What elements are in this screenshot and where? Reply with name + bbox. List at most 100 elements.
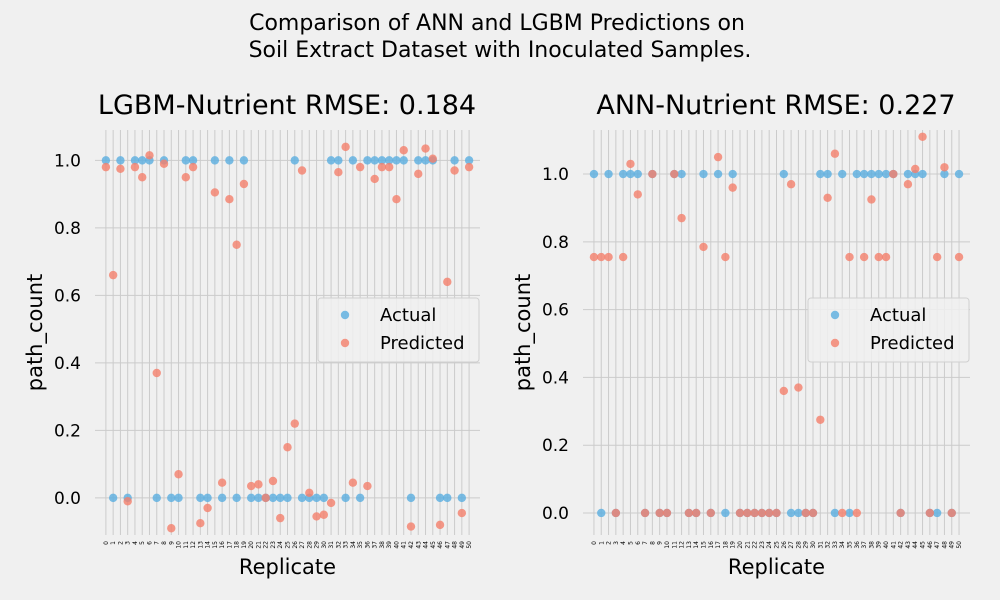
x-tick-label: 8 xyxy=(161,541,168,545)
actual-point xyxy=(196,493,205,503)
predicted-point xyxy=(370,174,379,184)
x-tick-label: 34 xyxy=(839,541,846,549)
predicted-point xyxy=(123,497,132,506)
actual-point xyxy=(830,508,840,518)
x-tick-label: 19 xyxy=(730,541,737,549)
predicted-point xyxy=(225,194,234,204)
predicted-point xyxy=(312,512,321,521)
predicted-point xyxy=(838,508,847,518)
actual-point xyxy=(597,508,606,518)
predicted-point xyxy=(611,508,621,518)
x-tick-label: 32 xyxy=(335,541,342,549)
predicted-point xyxy=(903,180,913,189)
predicted-point xyxy=(852,508,862,518)
x-tick-label: 50 xyxy=(956,541,963,549)
predicted-point xyxy=(589,252,599,262)
actual-point xyxy=(297,493,307,503)
x-tick-label: 36 xyxy=(364,541,371,549)
actual-point xyxy=(268,493,278,503)
predicted-point xyxy=(713,152,723,162)
x-tick-label: 50 xyxy=(466,541,473,549)
predicted-point xyxy=(392,194,401,204)
predicted-point xyxy=(377,162,387,172)
actual-point xyxy=(181,156,191,165)
actual-point xyxy=(276,493,285,503)
x-tick-label: 0 xyxy=(591,541,598,545)
predicted-point xyxy=(246,481,256,491)
predicted-point xyxy=(181,173,191,182)
x-tick-label: 28 xyxy=(306,541,313,549)
predicted-point xyxy=(728,183,737,192)
x-tick-label: 5 xyxy=(139,541,146,545)
y-tick-label: 0.8 xyxy=(542,233,569,253)
panel-title: ANN-Nutrient RMSE: 0.227 xyxy=(596,90,955,121)
predicted-point xyxy=(750,508,759,518)
ann-panel: ANN-Nutrient RMSE: 0.227 0.0 0.2 0.4 0.6 0.8 1… xyxy=(511,90,970,579)
x-tick-label: 46 xyxy=(437,541,444,549)
x-tick-label: 7 xyxy=(642,541,649,545)
actual-point xyxy=(283,493,292,503)
actual-point xyxy=(232,493,241,503)
predicted-point xyxy=(414,169,423,179)
x-tick-label: 20 xyxy=(248,541,255,549)
predicted-point xyxy=(940,163,949,172)
predicted-point xyxy=(823,193,832,202)
x-tick-label: 5 xyxy=(627,541,634,545)
x-tick-label: 27 xyxy=(788,541,795,549)
x-tick-label: 11 xyxy=(183,541,190,549)
x-tick-label: 40 xyxy=(393,541,400,549)
actual-point xyxy=(604,169,613,179)
actual-point xyxy=(290,156,299,165)
x-tick-label: 31 xyxy=(328,541,335,549)
predicted-point xyxy=(203,503,212,513)
actual-point xyxy=(334,156,343,165)
x-tick-label: 4 xyxy=(620,541,627,545)
predicted-point xyxy=(881,252,891,262)
actual-point xyxy=(138,156,147,165)
x-tick-label: 41 xyxy=(401,541,408,549)
x-tick-label: 28 xyxy=(795,541,802,549)
x-tick-label: 31 xyxy=(817,541,824,549)
suptitle-line-2: Soil Extract Dataset with Inoculated Sam… xyxy=(249,38,752,63)
x-tick-label: 25 xyxy=(774,541,781,549)
predicted-point xyxy=(648,169,657,179)
actual-point xyxy=(859,169,869,179)
x-tick-label: 16 xyxy=(708,541,715,549)
predicted-point xyxy=(399,146,408,155)
predicted-point xyxy=(597,252,606,262)
x-tick-label: 21 xyxy=(744,541,751,549)
predicted-point xyxy=(816,415,825,424)
actual-point xyxy=(918,169,927,179)
actual-point xyxy=(203,493,212,503)
predicted-point xyxy=(764,508,774,518)
x-tick-label: 46 xyxy=(927,541,934,549)
x-tick-label: 36 xyxy=(854,541,861,549)
actual-point xyxy=(443,493,452,503)
predicted-point xyxy=(334,167,343,177)
predicted-point xyxy=(633,190,642,199)
x-tick-label: 40 xyxy=(883,541,890,549)
actual-point xyxy=(903,169,913,179)
x-tick-label: 39 xyxy=(386,541,393,549)
predicted-point xyxy=(319,510,329,519)
predicted-point xyxy=(691,508,701,518)
actual-point xyxy=(713,169,723,179)
x-tick-label: 44 xyxy=(423,541,430,549)
predicted-point xyxy=(268,476,278,486)
actual-point xyxy=(589,169,599,179)
predicted-point xyxy=(108,270,118,280)
predicted-point xyxy=(435,520,445,530)
x-tick-label: 16 xyxy=(219,541,226,549)
predicted-point xyxy=(130,162,140,172)
actual-point xyxy=(633,169,642,179)
predicted-point xyxy=(457,508,467,518)
predicted-point xyxy=(152,368,161,378)
predicted-point xyxy=(947,508,956,518)
x-tick-label: 33 xyxy=(832,541,839,549)
predicted-point xyxy=(406,522,416,531)
x-tick-label: 22 xyxy=(752,541,759,549)
x-tick-label: 35 xyxy=(357,541,364,549)
x-tick-label: 38 xyxy=(379,541,386,549)
y-axis-label: path_count xyxy=(23,274,48,392)
actual-point xyxy=(786,508,796,518)
